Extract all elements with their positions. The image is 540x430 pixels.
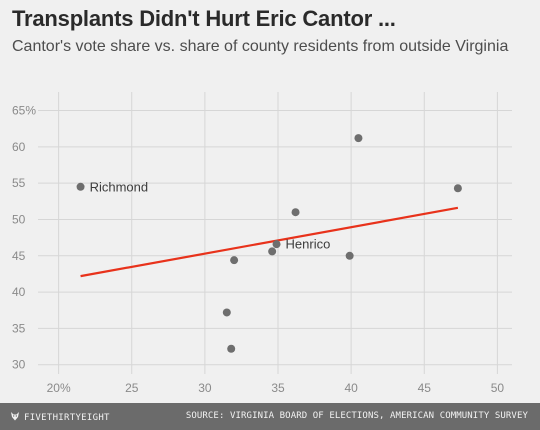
point-label: Richmond	[90, 179, 149, 194]
fox-logo-icon	[11, 412, 19, 421]
y-tick-label: 65%	[12, 104, 36, 118]
y-tick-label: 40	[12, 285, 26, 299]
data-point	[76, 182, 85, 191]
chart-subtitle: Cantor's vote share vs. share of county …	[12, 38, 509, 55]
x-tick-label: 40	[344, 381, 358, 395]
x-tick-label: 50	[491, 381, 505, 395]
footer-brand: FIVETHIRTYEIGHT	[10, 411, 110, 423]
point-label: Henrico	[286, 237, 331, 252]
data-point	[230, 256, 239, 265]
scatter-chart: 65% 60 55 50 45 40 35 30 20% 25 30 35 40 45 50 Richmon…	[12, 92, 512, 395]
x-tick-label: 25	[125, 381, 139, 395]
x-tick-label: 35	[271, 381, 285, 395]
trendline-layer	[80, 206, 459, 278]
trendline	[80, 206, 459, 278]
data-point	[291, 208, 300, 217]
y-tick-label: 35	[12, 321, 26, 335]
data-point	[354, 134, 363, 143]
data-point	[222, 308, 231, 317]
data-point	[345, 251, 354, 260]
x-tick-label: 30	[198, 381, 212, 395]
data-point	[453, 184, 462, 193]
y-tick-label: 30	[12, 358, 26, 372]
brand-name: FIVETHIRTYEIGHT	[24, 413, 110, 423]
data-point	[272, 240, 281, 249]
data-point	[268, 247, 277, 256]
source-credit: SOURCE: VIRGINIA BOARD OF ELECTIONS, AME…	[185, 411, 528, 421]
y-tick-label: 55	[12, 176, 26, 190]
footer-bar: FIVETHIRTYEIGHT SOURCE: VIRGINIA BOARD O…	[0, 403, 540, 430]
data-point	[227, 344, 236, 353]
y-tick-label: 50	[12, 212, 26, 226]
grid-lines	[38, 92, 512, 374]
chart-title: Transplants Didn't Hurt Eric Cantor ...	[12, 6, 396, 31]
x-tick-label: 20%	[47, 381, 71, 395]
x-tick-label: 45	[418, 381, 432, 395]
axis-tick-labels: 65% 60 55 50 45 40 35 30 20% 25 30 35 40 45 50	[12, 104, 504, 395]
data-points: Richmond Henrico	[76, 134, 462, 353]
y-tick-label: 60	[12, 140, 26, 154]
y-tick-label: 45	[12, 249, 26, 263]
